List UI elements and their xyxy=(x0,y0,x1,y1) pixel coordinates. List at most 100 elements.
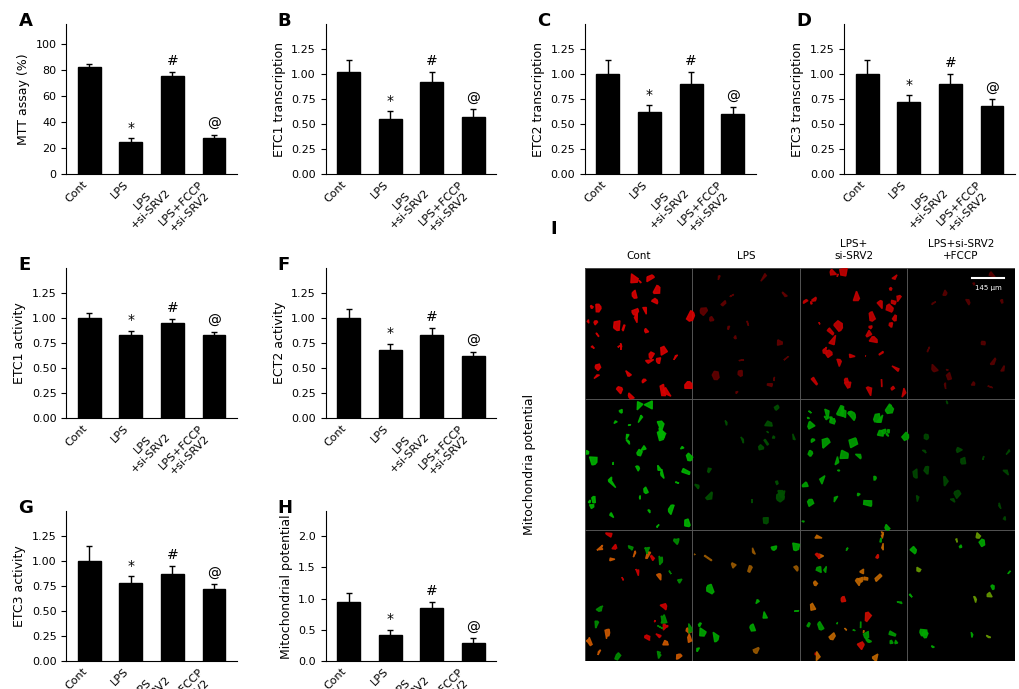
Polygon shape xyxy=(770,546,775,551)
Polygon shape xyxy=(824,409,828,419)
Polygon shape xyxy=(681,469,689,475)
Polygon shape xyxy=(970,382,974,385)
Polygon shape xyxy=(946,373,951,380)
Bar xyxy=(679,84,702,174)
Polygon shape xyxy=(793,566,797,571)
Polygon shape xyxy=(626,440,629,444)
Polygon shape xyxy=(673,539,679,544)
Text: #: # xyxy=(426,584,437,598)
Polygon shape xyxy=(644,548,649,554)
Polygon shape xyxy=(855,579,860,586)
Polygon shape xyxy=(901,388,905,397)
Polygon shape xyxy=(863,500,871,506)
Text: C: C xyxy=(537,12,550,30)
Polygon shape xyxy=(884,404,893,413)
Bar xyxy=(77,318,101,418)
Polygon shape xyxy=(712,633,718,641)
Polygon shape xyxy=(775,492,784,502)
Polygon shape xyxy=(783,356,788,360)
Polygon shape xyxy=(658,428,665,438)
Y-axis label: ECT2 activity: ECT2 activity xyxy=(272,302,285,384)
Polygon shape xyxy=(828,417,832,420)
Polygon shape xyxy=(986,593,991,597)
Bar xyxy=(420,335,442,418)
Polygon shape xyxy=(604,629,609,639)
Polygon shape xyxy=(837,470,839,471)
Text: G: G xyxy=(18,499,34,517)
Polygon shape xyxy=(841,597,845,602)
Polygon shape xyxy=(660,615,666,623)
Polygon shape xyxy=(892,315,896,321)
Polygon shape xyxy=(897,602,901,604)
Polygon shape xyxy=(595,305,600,312)
Text: @: @ xyxy=(466,621,480,635)
Polygon shape xyxy=(644,401,651,409)
Bar xyxy=(420,82,442,174)
Polygon shape xyxy=(638,415,642,422)
Polygon shape xyxy=(822,349,826,353)
Bar xyxy=(979,106,1003,174)
Text: #: # xyxy=(944,56,956,70)
Polygon shape xyxy=(836,406,843,416)
Polygon shape xyxy=(973,597,975,603)
Text: Mitochondria potential: Mitochondria potential xyxy=(522,394,535,535)
Polygon shape xyxy=(653,285,659,294)
Polygon shape xyxy=(834,496,837,502)
Polygon shape xyxy=(706,584,713,594)
Polygon shape xyxy=(989,358,995,364)
Polygon shape xyxy=(865,387,871,395)
Bar xyxy=(907,399,1014,530)
Polygon shape xyxy=(988,272,994,277)
Text: 145 μm: 145 μm xyxy=(974,285,1001,291)
Polygon shape xyxy=(880,543,882,550)
Polygon shape xyxy=(944,383,945,389)
Polygon shape xyxy=(686,453,692,461)
Bar xyxy=(720,114,744,174)
Text: LPS+
si-SRV2: LPS+ si-SRV2 xyxy=(834,240,872,261)
Polygon shape xyxy=(687,634,691,642)
Polygon shape xyxy=(923,434,927,440)
Text: *: * xyxy=(386,94,393,107)
Polygon shape xyxy=(705,492,711,500)
Polygon shape xyxy=(586,637,592,646)
Polygon shape xyxy=(803,300,807,303)
Polygon shape xyxy=(634,312,637,322)
Bar xyxy=(799,267,907,399)
Polygon shape xyxy=(943,477,948,486)
Polygon shape xyxy=(909,546,915,554)
Bar xyxy=(119,142,142,174)
Polygon shape xyxy=(828,336,835,344)
Polygon shape xyxy=(660,347,666,355)
Polygon shape xyxy=(950,499,954,502)
Polygon shape xyxy=(817,621,823,630)
Y-axis label: Mitochondrial potential: Mitochondrial potential xyxy=(279,514,292,659)
Text: I: I xyxy=(550,220,556,238)
Polygon shape xyxy=(849,354,854,358)
Text: *: * xyxy=(905,77,911,92)
Polygon shape xyxy=(908,594,911,597)
Polygon shape xyxy=(763,440,767,445)
Polygon shape xyxy=(891,300,895,305)
Bar xyxy=(938,84,961,174)
Polygon shape xyxy=(844,382,850,388)
Polygon shape xyxy=(879,539,880,542)
Bar xyxy=(378,350,401,418)
Text: @: @ xyxy=(207,566,221,581)
Polygon shape xyxy=(875,415,881,422)
Polygon shape xyxy=(760,274,765,281)
Polygon shape xyxy=(864,613,870,621)
Polygon shape xyxy=(981,456,983,460)
Polygon shape xyxy=(829,269,836,275)
Y-axis label: ETC1 activity: ETC1 activity xyxy=(13,302,26,384)
Polygon shape xyxy=(694,484,698,489)
Polygon shape xyxy=(686,628,691,633)
Polygon shape xyxy=(632,309,638,316)
Polygon shape xyxy=(628,546,633,551)
Polygon shape xyxy=(868,312,874,321)
Polygon shape xyxy=(955,539,956,542)
Polygon shape xyxy=(814,553,819,559)
Polygon shape xyxy=(987,386,991,388)
Polygon shape xyxy=(777,491,783,497)
Polygon shape xyxy=(650,555,654,561)
Polygon shape xyxy=(878,351,882,355)
